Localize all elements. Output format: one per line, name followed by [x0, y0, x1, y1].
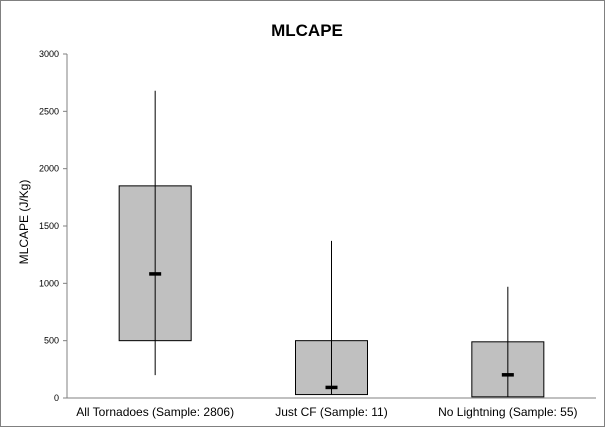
y-tick-label: 500 — [44, 336, 59, 346]
boxes — [118, 90, 545, 398]
median-marker — [501, 373, 514, 377]
box-group — [118, 90, 192, 376]
y-tick-label: 3000 — [39, 49, 59, 59]
y-tick-label: 1000 — [39, 278, 59, 288]
y-axis-label: MLCAPE (J/Kg) — [17, 180, 31, 265]
chart-title: MLCAPE — [271, 21, 343, 40]
x-tick-labels: All Tornadoes (Sample: 2806) Just CF (Sam… — [76, 405, 577, 419]
x-tick-label: Just CF (Sample: 11) — [275, 405, 387, 419]
box-group — [295, 240, 368, 396]
box-group — [471, 286, 545, 398]
y-tick-label: 2500 — [39, 106, 59, 116]
x-tick-label: All Tornadoes (Sample: 2806) — [76, 405, 234, 419]
median-marker — [325, 385, 338, 390]
y-tick-label: 2000 — [39, 164, 59, 174]
y-tick-label: 0 — [54, 393, 59, 403]
median-marker — [149, 272, 162, 276]
x-tick-label: No Lightning (Sample: 55) — [438, 405, 577, 419]
y-ticks: 0 500 1000 1500 2000 2500 3000 — [39, 49, 67, 403]
y-tick-label: 1500 — [39, 221, 59, 231]
